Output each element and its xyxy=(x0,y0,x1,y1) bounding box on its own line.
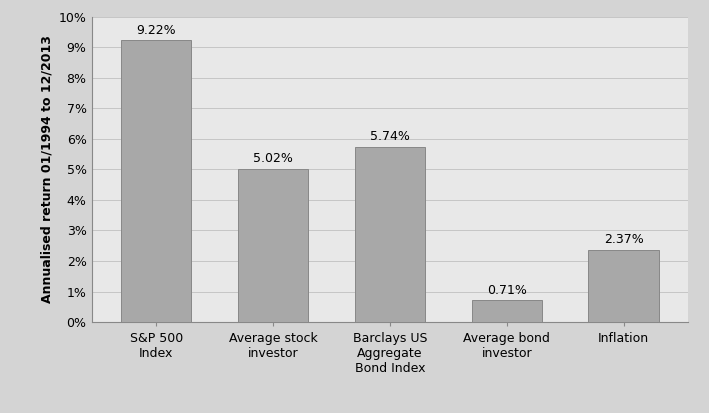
Bar xyxy=(121,40,191,322)
Text: 9.22%: 9.22% xyxy=(137,24,177,37)
Bar xyxy=(588,250,659,322)
Bar xyxy=(471,300,542,322)
Bar xyxy=(355,147,425,322)
Text: 5.74%: 5.74% xyxy=(370,130,410,143)
Text: 0.71%: 0.71% xyxy=(487,284,527,297)
Bar xyxy=(238,169,308,322)
Text: 2.37%: 2.37% xyxy=(603,233,643,246)
Y-axis label: Annualised return 01/1994 to 12/2013: Annualised return 01/1994 to 12/2013 xyxy=(40,36,53,303)
Text: 5.02%: 5.02% xyxy=(253,152,293,165)
